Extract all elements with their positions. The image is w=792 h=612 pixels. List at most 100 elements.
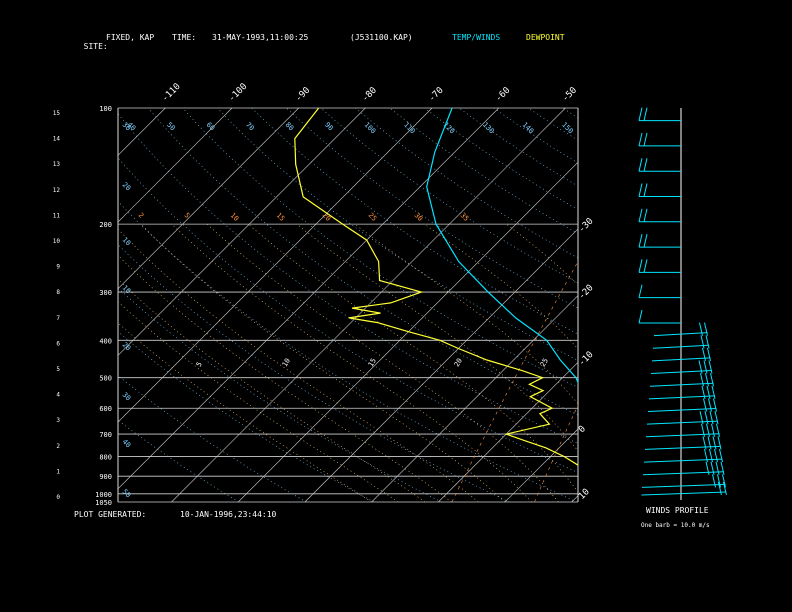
wind-profile — [638, 107, 727, 500]
wind-barb-flag — [643, 183, 648, 197]
moist-adiabat-label: 25 — [539, 357, 550, 368]
wind-barb-flag — [714, 448, 718, 463]
pressure-tick-label: 500 — [99, 375, 112, 383]
wind-barb-flag — [701, 423, 705, 437]
isotherm-line — [304, 228, 579, 503]
pressure-tick-label: 200 — [99, 221, 112, 229]
dry-adiabat — [118, 375, 307, 502]
background-grid — [117, 107, 792, 503]
wind-barb-staff — [645, 433, 720, 438]
mixing-ratio-line — [451, 260, 578, 502]
wind-barb-flag — [714, 411, 719, 425]
mixing-ratio-label: 35 — [459, 211, 471, 223]
dry-adiabat — [320, 108, 578, 284]
wind-barb-flag — [710, 461, 715, 475]
height-km-tick: 6 — [56, 340, 60, 347]
wind-barb-flag — [709, 448, 713, 463]
moist-adiabat — [206, 223, 559, 502]
dry-adiabat-label: 70 — [244, 121, 256, 133]
wind-barb-staff — [644, 445, 722, 450]
wind-barb-flag — [719, 448, 723, 463]
dry-adiabat — [632, 108, 792, 502]
moist-adiabat — [296, 223, 578, 452]
wind-barb-staff — [641, 491, 727, 496]
isotherm-right-label: -10 — [577, 350, 596, 369]
dry-adiabat — [355, 108, 578, 259]
moist-adiabat-label: 20 — [453, 357, 464, 368]
pressure-tick-label: 400 — [99, 337, 112, 345]
wind-barb-flag — [707, 436, 712, 450]
wind-barb-flag — [703, 398, 707, 412]
dry-adiabat-label: 150 — [560, 121, 575, 136]
wind-barb-staff — [652, 344, 710, 349]
wind-barb-flag — [638, 107, 643, 121]
wind-barb-flag — [711, 385, 716, 399]
wind-barb-flag — [710, 373, 714, 387]
time-value: 31-MAY-1993,11:00:25 — [212, 33, 309, 42]
moist-adiabat — [171, 223, 532, 502]
plot-generated-value: 10-JAN-1996,23:44:10 — [180, 510, 277, 519]
isotherm-line — [117, 107, 166, 156]
site-value: FIXED, KAP — [106, 33, 155, 42]
isotherm-top-label: -110 — [160, 82, 182, 104]
wind-barb-flag — [708, 360, 713, 374]
wind-barb-staff — [642, 471, 725, 476]
isotherm-line — [117, 107, 500, 490]
mixing-ratio-line — [700, 224, 792, 502]
wind-barb-flag — [638, 284, 643, 298]
dry-adiabat — [118, 244, 510, 502]
height-km-tick: 9 — [56, 264, 60, 271]
wind-barb-flag — [643, 107, 648, 121]
mixing-ratio-label: 10 — [229, 211, 241, 223]
dry-adiabat — [182, 108, 578, 388]
dry-adiabat — [527, 108, 578, 141]
mixing-ratio-label: 5 — [183, 211, 192, 220]
wind-barb-flag — [638, 183, 643, 197]
wind-barb-flag — [638, 309, 643, 324]
moist-adiabat — [118, 254, 452, 502]
height-km-tick: 15 — [53, 110, 61, 117]
isotherm-top-label: -70 — [427, 86, 446, 105]
pressure-tick-label: 900 — [99, 473, 112, 481]
wind-barb-flag — [643, 259, 648, 273]
mixing-ratio-line — [534, 404, 578, 502]
moist-adiabat-label: 10 — [281, 357, 292, 368]
mixing-ratio-label: 20 — [321, 211, 333, 223]
height-km-tick: 14 — [53, 136, 61, 143]
left-theta-label: 40 — [121, 438, 133, 450]
isotherm-right-label: -20 — [577, 283, 596, 302]
wind-barb-flag — [699, 322, 703, 336]
height-km-tick: 8 — [56, 289, 60, 296]
isotherm-top-label: -90 — [294, 86, 313, 105]
dry-adiabat-label: 110 — [402, 121, 417, 136]
dry-adiabat-label: 100 — [363, 121, 378, 136]
wind-barb-flag — [716, 423, 720, 437]
mixing-ratio-label: 15 — [275, 211, 287, 223]
wind-barb-staff — [653, 332, 708, 337]
dry-adiabat-label: 40 — [126, 121, 138, 133]
moist-adiabat — [118, 322, 372, 502]
dry-adiabat — [562, 108, 578, 119]
isotherm-line — [171, 107, 566, 503]
wind-barb-flag — [704, 411, 709, 425]
moist-adiabat-label: 5 — [195, 361, 204, 369]
wind-barb-flag — [703, 360, 708, 374]
header-bar: SITE: — [74, 33, 108, 51]
dry-adiabat — [666, 108, 792, 502]
dry-adiabat — [458, 108, 578, 187]
height-km-tick: 3 — [56, 417, 60, 424]
height-km-tick: 4 — [56, 392, 60, 399]
dry-adiabat-label: 90 — [323, 121, 335, 133]
wind-barb-flag — [705, 373, 709, 387]
dry-adiabat-label: 130 — [481, 121, 496, 136]
pressure-tick-label: 600 — [99, 405, 112, 413]
dry-adiabat — [597, 108, 792, 502]
wind-barb-flag — [643, 208, 648, 222]
wind-barb-flag — [709, 411, 714, 425]
dry-adiabat-label: 50 — [165, 121, 177, 133]
wind-barb-flag — [705, 335, 710, 349]
dry-adiabat — [493, 108, 578, 164]
wind-barb-flag — [701, 385, 706, 399]
isotherm-top-label: -100 — [227, 82, 249, 104]
isotherm-line — [117, 107, 299, 289]
